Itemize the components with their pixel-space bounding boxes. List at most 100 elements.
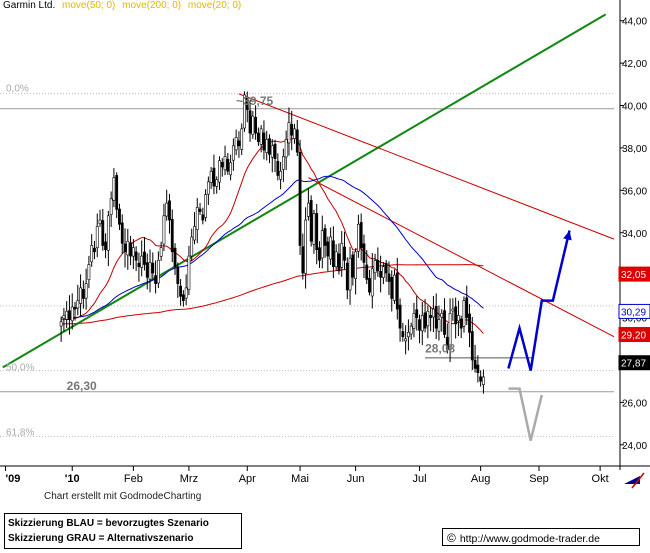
candle-body <box>59 321 63 327</box>
candle-body <box>418 319 421 331</box>
candle-body <box>187 255 191 291</box>
candle-body <box>359 222 363 248</box>
candle-body <box>434 306 438 329</box>
candle-body <box>223 156 227 171</box>
horizontal-lines <box>0 93 614 437</box>
x-tick-label: Jun <box>347 473 365 485</box>
candle-body <box>407 332 410 338</box>
price-badge <box>618 266 650 282</box>
x-tick-label: Aug <box>471 473 491 485</box>
gray-scenario-path <box>508 387 544 441</box>
candle-body <box>218 160 221 183</box>
candle-body <box>465 297 469 318</box>
candle-body <box>379 270 383 278</box>
candle-body <box>448 313 452 351</box>
copyright-icon: © <box>447 531 456 545</box>
blue-scenario-path-arrowhead <box>563 230 572 241</box>
annotation-label: 26,30 <box>67 379 97 393</box>
annotation-label: 50,0% <box>6 363 34 374</box>
candle-body <box>340 243 344 268</box>
candle-body <box>318 247 321 261</box>
candle-body <box>170 218 174 253</box>
candle-body <box>354 251 358 279</box>
candle-body <box>479 376 483 382</box>
candle-body <box>190 236 194 257</box>
annotation-label: ~39,75 <box>236 94 273 108</box>
candle-body <box>140 255 144 268</box>
candle-body <box>468 313 471 333</box>
candle-body <box>365 264 369 280</box>
chart-credit: Chart erstellt mit GodmodeCharting <box>44 491 202 502</box>
candle-body <box>101 220 105 246</box>
support-trendline <box>2 13 607 369</box>
candle-body <box>432 308 435 318</box>
candle-body <box>168 200 171 221</box>
candle-body <box>104 241 107 251</box>
candle-body <box>256 132 260 142</box>
candle-body <box>251 115 255 135</box>
candle-body <box>312 213 316 245</box>
candle-body <box>437 319 441 332</box>
legend-gray: Skizzierung GRAU = Alternativszenario <box>8 533 194 544</box>
price-badge-label: 30,29 <box>621 307 646 318</box>
candle-body <box>129 242 132 257</box>
candle-body <box>126 240 130 256</box>
candle-body <box>95 226 99 248</box>
candle-body <box>445 336 449 350</box>
candle-body <box>73 307 77 310</box>
candle-body <box>115 175 119 210</box>
candle-body <box>395 272 399 310</box>
candle-body <box>373 260 377 274</box>
annotation-label: 61,8% <box>6 427 34 438</box>
candle-body <box>226 158 230 172</box>
ma50-line <box>61 175 484 319</box>
candle-body <box>87 264 91 280</box>
candle-body <box>393 274 396 301</box>
candle-body <box>209 170 213 183</box>
candle-body <box>181 294 185 301</box>
candle-body <box>356 223 360 252</box>
candle-body <box>298 152 302 246</box>
candle-body <box>281 156 285 170</box>
candle-body <box>79 287 82 304</box>
candle-body <box>184 287 188 299</box>
candle-body <box>457 315 460 322</box>
x-tick-label: Jul <box>412 473 426 485</box>
candle-body <box>248 110 252 134</box>
candle-body <box>259 128 263 145</box>
candle-body <box>123 243 127 253</box>
candle-body <box>290 124 294 136</box>
candle-body <box>404 338 408 342</box>
candle-body <box>131 247 135 257</box>
price-badge-label: 32,05 <box>621 270 646 281</box>
candle-body <box>243 94 246 129</box>
x-tick-label: Mai <box>291 473 309 485</box>
candle-body <box>81 289 85 299</box>
candle-body <box>284 139 288 158</box>
candle-body <box>390 277 394 299</box>
candle-body <box>90 245 94 263</box>
candle-body <box>268 138 271 155</box>
candle-body <box>368 277 371 293</box>
candle-body <box>301 246 305 274</box>
price-badge <box>618 303 650 319</box>
candle-body <box>279 170 283 180</box>
candle-body <box>412 313 416 329</box>
candle-body <box>120 222 124 244</box>
source-url[interactable]: http://www.godmode-trader.de <box>459 533 600 545</box>
candle-body <box>329 236 333 260</box>
candle-body <box>345 262 349 291</box>
candle-body <box>109 198 113 215</box>
y-tick-label: 30,00 <box>622 314 647 325</box>
candle-body <box>270 145 274 158</box>
candle-body <box>195 207 199 230</box>
source-url-box: © http://www.godmode-trader.de <box>442 528 640 546</box>
candle-body <box>334 251 338 268</box>
candle-body <box>384 262 388 274</box>
candle-body <box>151 262 155 274</box>
trendlines <box>2 13 615 369</box>
candle-body <box>134 251 138 261</box>
price-badge <box>618 355 650 371</box>
x-tick-label: '09 <box>6 473 21 485</box>
